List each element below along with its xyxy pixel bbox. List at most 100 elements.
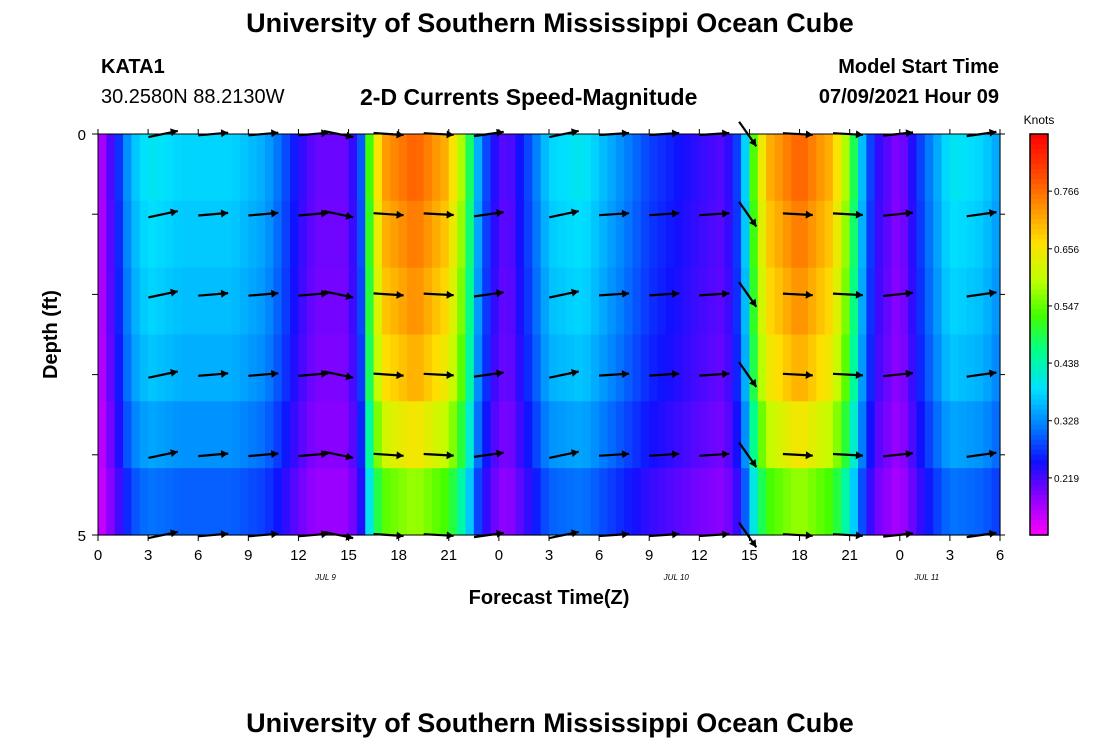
- colorbar-segment: [1030, 274, 1048, 280]
- heatmap-cell: [774, 401, 784, 469]
- heatmap-cell: [899, 134, 909, 202]
- chart-axes: 0 3 6 9 12 15 18 21 0 3 6 9 12 15 18 21 0 3 6 JUL 9 JUL 10 JU…: [40, 127, 1005, 609]
- heatmap-cell: [523, 401, 533, 469]
- heatmap-cell: [457, 134, 467, 202]
- heatmap-cell: [131, 267, 141, 336]
- heatmap-cell: [98, 134, 107, 202]
- heatmap-cell: [465, 267, 475, 336]
- heatmap-cell: [306, 401, 316, 469]
- heatmap-cell: [173, 468, 183, 536]
- date-label: JUL 10: [663, 573, 690, 582]
- heatmap-cell: [991, 401, 1001, 469]
- heatmap-cell: [991, 200, 1001, 269]
- heatmap-cell: [724, 468, 734, 536]
- heatmap-cell: [381, 468, 391, 536]
- heatmap-cell: [899, 200, 909, 269]
- heatmap-cell: [974, 200, 984, 269]
- heatmap-cell: [507, 401, 517, 469]
- current-vector: [373, 210, 404, 219]
- heatmap-cell: [356, 468, 366, 536]
- heatmap-cell: [682, 334, 692, 402]
- heatmap-cell: [590, 401, 600, 469]
- heatmap-cell: [440, 134, 450, 202]
- heatmap-cell: [908, 468, 918, 536]
- heatmap-cell: [348, 267, 358, 336]
- current-vector: [782, 290, 813, 299]
- heatmap-cell: [933, 468, 943, 536]
- heatmap-cell: [390, 200, 400, 269]
- heatmap-cell: [331, 334, 341, 402]
- heatmap-cell: [331, 401, 341, 469]
- colorbar-segment: [1030, 154, 1048, 160]
- heatmap-cell: [707, 267, 717, 336]
- heatmap-cell: [490, 267, 500, 336]
- heatmap-cell: [832, 267, 842, 336]
- heatmap-cell: [415, 334, 425, 402]
- heatmap-cell: [983, 468, 993, 536]
- heatmap-cell: [173, 267, 183, 336]
- heatmap-cell: [248, 401, 258, 469]
- colorbar-segment: [1030, 134, 1048, 140]
- heatmap-cell: [465, 134, 475, 202]
- current-vector: [148, 288, 179, 299]
- current-vector: [599, 450, 630, 459]
- heatmap-cell: [766, 468, 776, 536]
- heatmap-cell: [532, 468, 542, 536]
- colorbar-segment: [1030, 194, 1048, 200]
- heatmap-cell: [290, 134, 300, 202]
- heatmap-cell: [131, 134, 141, 202]
- colorbar-segment: [1030, 444, 1048, 451]
- heatmap-cell: [690, 200, 700, 269]
- heatmap-cell: [791, 334, 801, 402]
- heatmap-cell: [540, 200, 550, 269]
- heatmap-cell: [356, 267, 366, 336]
- colorbar-segment: [1030, 419, 1048, 426]
- heatmap-cell: [281, 468, 291, 536]
- heatmap-cell: [774, 134, 784, 202]
- heatmap-cell: [365, 401, 375, 469]
- heatmap-cell: [699, 134, 709, 202]
- heatmap-cell: [381, 267, 391, 336]
- heatmap-cell: [732, 267, 742, 336]
- heatmap-cell: [181, 334, 191, 402]
- heatmap-cell: [574, 334, 584, 402]
- heatmap-cell: [206, 200, 216, 269]
- colorbar-label: 0.656: [1054, 245, 1079, 256]
- heatmap-cell: [657, 134, 667, 202]
- colorbar-segment: [1030, 309, 1048, 316]
- heatmap-cell: [916, 401, 926, 469]
- current-vector: [832, 210, 863, 219]
- heatmap-cell: [724, 401, 734, 469]
- heatmap-cell: [248, 334, 258, 402]
- current-vector: [373, 451, 404, 460]
- heatmap-cell: [665, 334, 675, 402]
- heatmap-cell: [824, 401, 834, 469]
- heatmap-cell: [782, 401, 792, 469]
- heatmap-cell: [949, 468, 959, 536]
- colorbar-segment: [1030, 519, 1048, 526]
- heatmap-cell: [741, 334, 751, 402]
- current-vector: [423, 371, 454, 379]
- model-start-label: Model Start Time: [838, 56, 999, 78]
- heatmap-cell: [465, 200, 475, 269]
- heatmap-cell: [816, 267, 826, 336]
- heatmap-cell: [156, 401, 166, 469]
- heatmap-cell: [949, 134, 959, 202]
- heatmap-cell: [173, 401, 183, 469]
- x-tick-label: 12: [290, 547, 307, 564]
- heatmap-cell: [924, 334, 934, 402]
- heatmap-cell: [624, 401, 634, 469]
- heatmap-cell: [866, 468, 876, 536]
- current-vector: [323, 210, 354, 220]
- heatmap-cell: [473, 267, 483, 336]
- heatmap-cell: [874, 401, 884, 469]
- colorbar-segment: [1030, 269, 1048, 275]
- heatmap-cell: [223, 468, 233, 536]
- heatmap-cell: [281, 267, 291, 336]
- heatmap-cell: [331, 267, 341, 336]
- page-title-bottom: University of Southern Mississippi Ocean…: [246, 708, 854, 738]
- current-vector: [883, 289, 914, 298]
- heatmap-cell: [908, 334, 918, 402]
- heatmap-cell: [632, 267, 642, 336]
